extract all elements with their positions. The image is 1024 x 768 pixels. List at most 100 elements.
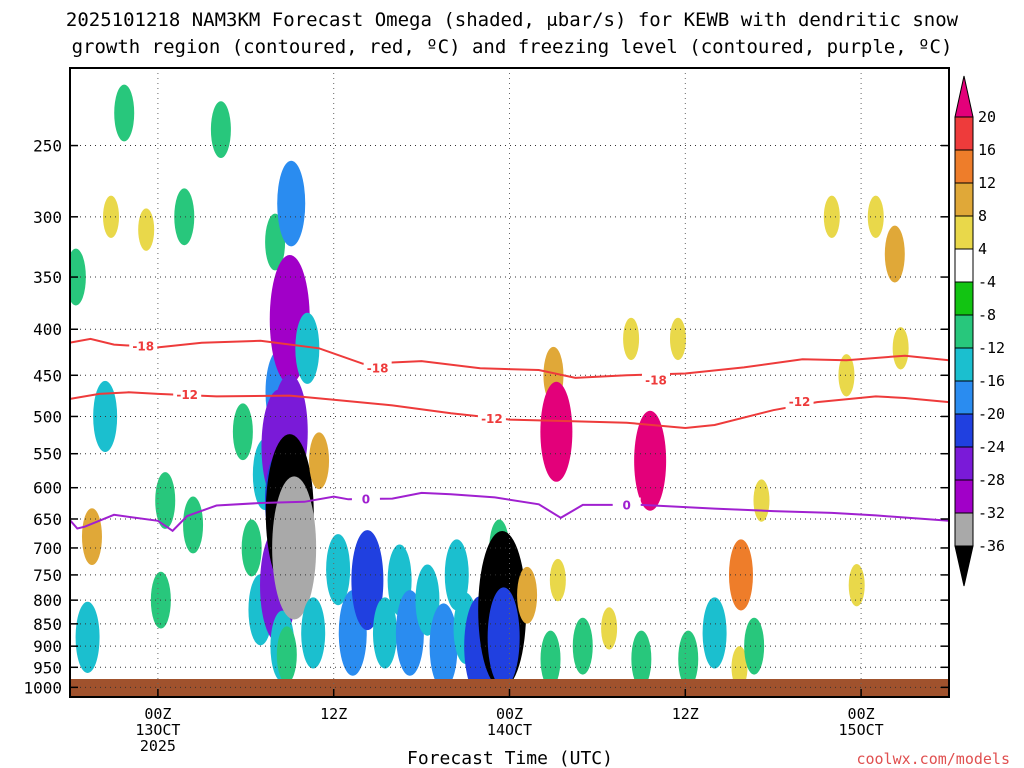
contour-line-1 bbox=[70, 391, 949, 430]
contour-label-bg-1-1 bbox=[477, 410, 506, 426]
contour-line-0 bbox=[70, 337, 949, 379]
omega-cell-10 bbox=[183, 496, 204, 554]
colorbar-label-6: -8 bbox=[978, 306, 996, 324]
x-tick-label-12-1: 12Z bbox=[320, 705, 347, 723]
omega-cell-1 bbox=[103, 195, 120, 239]
omega-cell-60 bbox=[744, 617, 765, 675]
omega-cell-57 bbox=[702, 597, 727, 669]
omega-cell-4 bbox=[75, 601, 100, 673]
y-tick-label-250: 250 bbox=[33, 137, 62, 156]
colorbar-swatch-10 bbox=[954, 413, 974, 448]
omega-cell-6 bbox=[138, 208, 155, 251]
omega-cell-33 bbox=[351, 530, 384, 631]
omega-cell-66 bbox=[892, 327, 909, 370]
omega-cell-26 bbox=[272, 476, 317, 620]
contour-label-1-1: -12 bbox=[481, 412, 503, 426]
contour-label-2-0: 0 bbox=[362, 492, 370, 506]
omega-cell-67 bbox=[838, 354, 855, 397]
y-tick-label-500: 500 bbox=[33, 407, 62, 426]
temperature-contours: -18 -18 -18 -12 -12 -12 0 0 bbox=[70, 337, 949, 533]
colorbar-label-9: -20 bbox=[978, 405, 1005, 423]
contour-label-bg-0-1 bbox=[363, 360, 392, 376]
omega-cell-12 bbox=[232, 403, 253, 461]
chart-title-line1: 2025101218 NAM3KM Forecast Omega (shaded… bbox=[66, 9, 959, 31]
x-tick-label-48-2: 15OCT bbox=[839, 721, 884, 739]
y-tick-label-400: 400 bbox=[33, 320, 62, 339]
x-tick-label-0-2: 13OCT bbox=[135, 721, 180, 739]
contour-label-bg-2-0 bbox=[351, 491, 380, 507]
x-tick-label-24-1: 00Z bbox=[496, 705, 523, 723]
colorbar-swatch-6 bbox=[954, 281, 974, 316]
omega-cell-56 bbox=[678, 630, 699, 688]
omega-cell-45 bbox=[517, 566, 538, 624]
contour-label-bg-1-0 bbox=[173, 386, 202, 402]
colorbar-label-7: -12 bbox=[978, 339, 1005, 357]
colorbar-label-2: 12 bbox=[978, 174, 996, 192]
omega-cell-31 bbox=[326, 534, 351, 606]
omega-cell-52 bbox=[623, 317, 640, 361]
y-tick-label-300: 300 bbox=[33, 208, 62, 227]
omega-cell-38 bbox=[429, 603, 458, 689]
omega-cell-63 bbox=[848, 564, 865, 607]
y-tick-label-900: 900 bbox=[33, 637, 62, 656]
colorbar-swatch-11 bbox=[954, 446, 974, 481]
colorbar-swatch-12 bbox=[954, 479, 974, 514]
omega-colorbar: 20 16 12 8 4 -4 -8 -12 -16 -20 -24 -28 -32 -36 bbox=[954, 75, 1005, 587]
colorbar-label-0: 20 bbox=[978, 108, 996, 126]
omega-cell-7 bbox=[155, 472, 176, 529]
contour-label-bg-1-2 bbox=[785, 394, 814, 410]
contour-label-bg-0-0 bbox=[129, 338, 158, 354]
colorbar-label-10: -24 bbox=[978, 438, 1005, 456]
x-tick-label-24-2: 14OCT bbox=[487, 721, 532, 739]
y-tick-label-600: 600 bbox=[33, 479, 62, 498]
omega-cell-11 bbox=[210, 101, 231, 159]
colorbar-bottom-arrow bbox=[954, 545, 974, 587]
omega-cell-34 bbox=[372, 597, 397, 669]
colorbar-swatch-1 bbox=[954, 116, 974, 151]
y-tick-label-950: 950 bbox=[33, 658, 62, 677]
omega-cell-50 bbox=[572, 617, 593, 675]
colorbar-swatch-5 bbox=[954, 248, 974, 283]
omega-cell-27 bbox=[276, 626, 297, 684]
contour-label-bg-2-1 bbox=[612, 497, 641, 513]
y-tick-label-650: 650 bbox=[33, 510, 62, 529]
omega-cell-62 bbox=[823, 195, 840, 239]
contour-label-1-2: -12 bbox=[789, 395, 811, 409]
y-tick-label-450: 450 bbox=[33, 366, 62, 385]
colorbar-swatch-9 bbox=[954, 380, 974, 415]
omega-cell-59 bbox=[731, 646, 748, 689]
y-tick-label-350: 350 bbox=[33, 268, 62, 287]
omega-cell-29 bbox=[301, 597, 326, 669]
y-tick-label-1000: 1000 bbox=[23, 678, 62, 697]
pressure-axis: 250 300 350 400 450 500 550 600 650 700 750 800 850 9… bbox=[23, 137, 949, 697]
contour-label-1-0: -12 bbox=[176, 388, 198, 402]
colorbar-label-11: -28 bbox=[978, 471, 1005, 489]
omega-cell-48 bbox=[549, 558, 566, 602]
omega-cell-9 bbox=[174, 188, 195, 246]
omega-cell-3 bbox=[81, 508, 102, 566]
contour-label-0-0: -18 bbox=[132, 339, 154, 353]
omega-cell-44 bbox=[487, 587, 520, 688]
y-tick-label-850: 850 bbox=[33, 615, 62, 634]
omega-shading bbox=[70, 84, 909, 697]
omega-cell-61 bbox=[753, 479, 770, 522]
omega-cell-39 bbox=[444, 539, 469, 611]
x-tick-label-36-1: 12Z bbox=[672, 705, 699, 723]
omega-cell-13 bbox=[241, 519, 262, 577]
colorbar-swatch-13 bbox=[954, 512, 974, 547]
chart-title-line2: growth region (contoured, red, ºC) and f… bbox=[72, 36, 953, 58]
omega-cell-47 bbox=[540, 381, 573, 482]
omega-cell-51 bbox=[601, 607, 618, 650]
colorbar-label-13: -36 bbox=[978, 537, 1005, 555]
omega-cell-65 bbox=[884, 225, 905, 283]
contour-label-0-1: -18 bbox=[367, 361, 389, 375]
colorbar-label-3: 8 bbox=[978, 207, 987, 225]
colorbar-label-12: -32 bbox=[978, 504, 1005, 522]
colorbar-swatch-7 bbox=[954, 314, 974, 349]
y-tick-label-700: 700 bbox=[33, 539, 62, 558]
colorbar-label-4: 4 bbox=[978, 240, 987, 258]
omega-cell-22 bbox=[277, 160, 306, 247]
x-tick-label-0-3: 2025 bbox=[140, 737, 176, 755]
omega-cell-49 bbox=[540, 630, 561, 688]
